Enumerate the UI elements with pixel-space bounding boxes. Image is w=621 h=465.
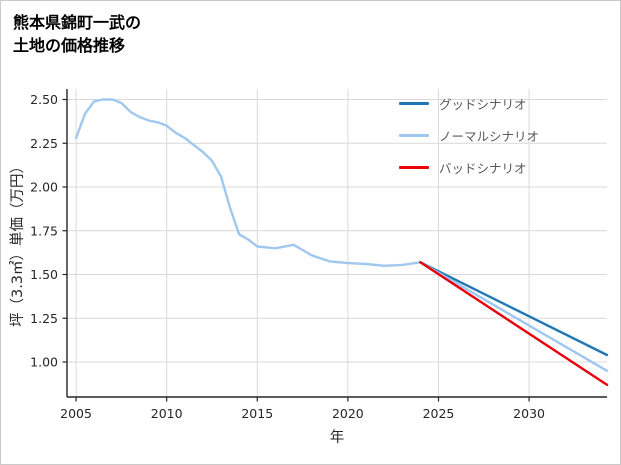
x-axis-title: 年 — [330, 429, 345, 446]
y-tick-label: 1.75 — [30, 223, 58, 238]
y-tick-label: 2.25 — [30, 136, 58, 151]
legend-line-swatch — [399, 133, 429, 138]
series-line-normal — [419, 261, 609, 372]
legend-line-swatch — [399, 165, 429, 170]
x-tick-label: 2030 — [513, 406, 545, 421]
y-tick-label: 1.25 — [30, 311, 58, 326]
y-tick-label: 2.00 — [30, 180, 58, 195]
legend-label: ノーマルシナリオ — [439, 129, 540, 144]
legend-line-swatch — [399, 101, 429, 106]
legend: グッドシナリオ ノーマルシナリオ バッドシナリオ — [399, 94, 539, 177]
chart-title-line1: 熊本県錦町一武の — [13, 13, 142, 32]
y-tick-label: 2.50 — [30, 92, 58, 107]
legend-item-good: グッドシナリオ — [399, 94, 539, 113]
series-line-good — [419, 261, 609, 357]
series-line-historical — [74, 98, 422, 267]
x-tick-label: 2020 — [332, 406, 364, 421]
chart-title-line2: 土地の価格推移 — [13, 36, 126, 56]
legend-item-bad: バッドシナリオ — [399, 158, 539, 177]
chart-title: 熊本県錦町一武の 土地の価格推移 — [13, 11, 141, 57]
x-tick-label: 2025 — [423, 406, 455, 421]
x-tick-label: 2005 — [60, 406, 92, 421]
y-tick-label: 1.00 — [30, 355, 58, 370]
x-tick-label: 2015 — [241, 406, 273, 421]
legend-label: グッドシナリオ — [439, 97, 527, 112]
legend-item-normal: ノーマルシナリオ — [399, 126, 539, 145]
x-tick-label: 2010 — [151, 406, 183, 421]
legend-label: バッドシナリオ — [439, 161, 527, 176]
series-line-bad — [419, 261, 609, 386]
y-tick-label: 1.50 — [30, 267, 58, 282]
y-axis-title: 坪（3.3㎡）単価（万円） — [9, 159, 26, 327]
